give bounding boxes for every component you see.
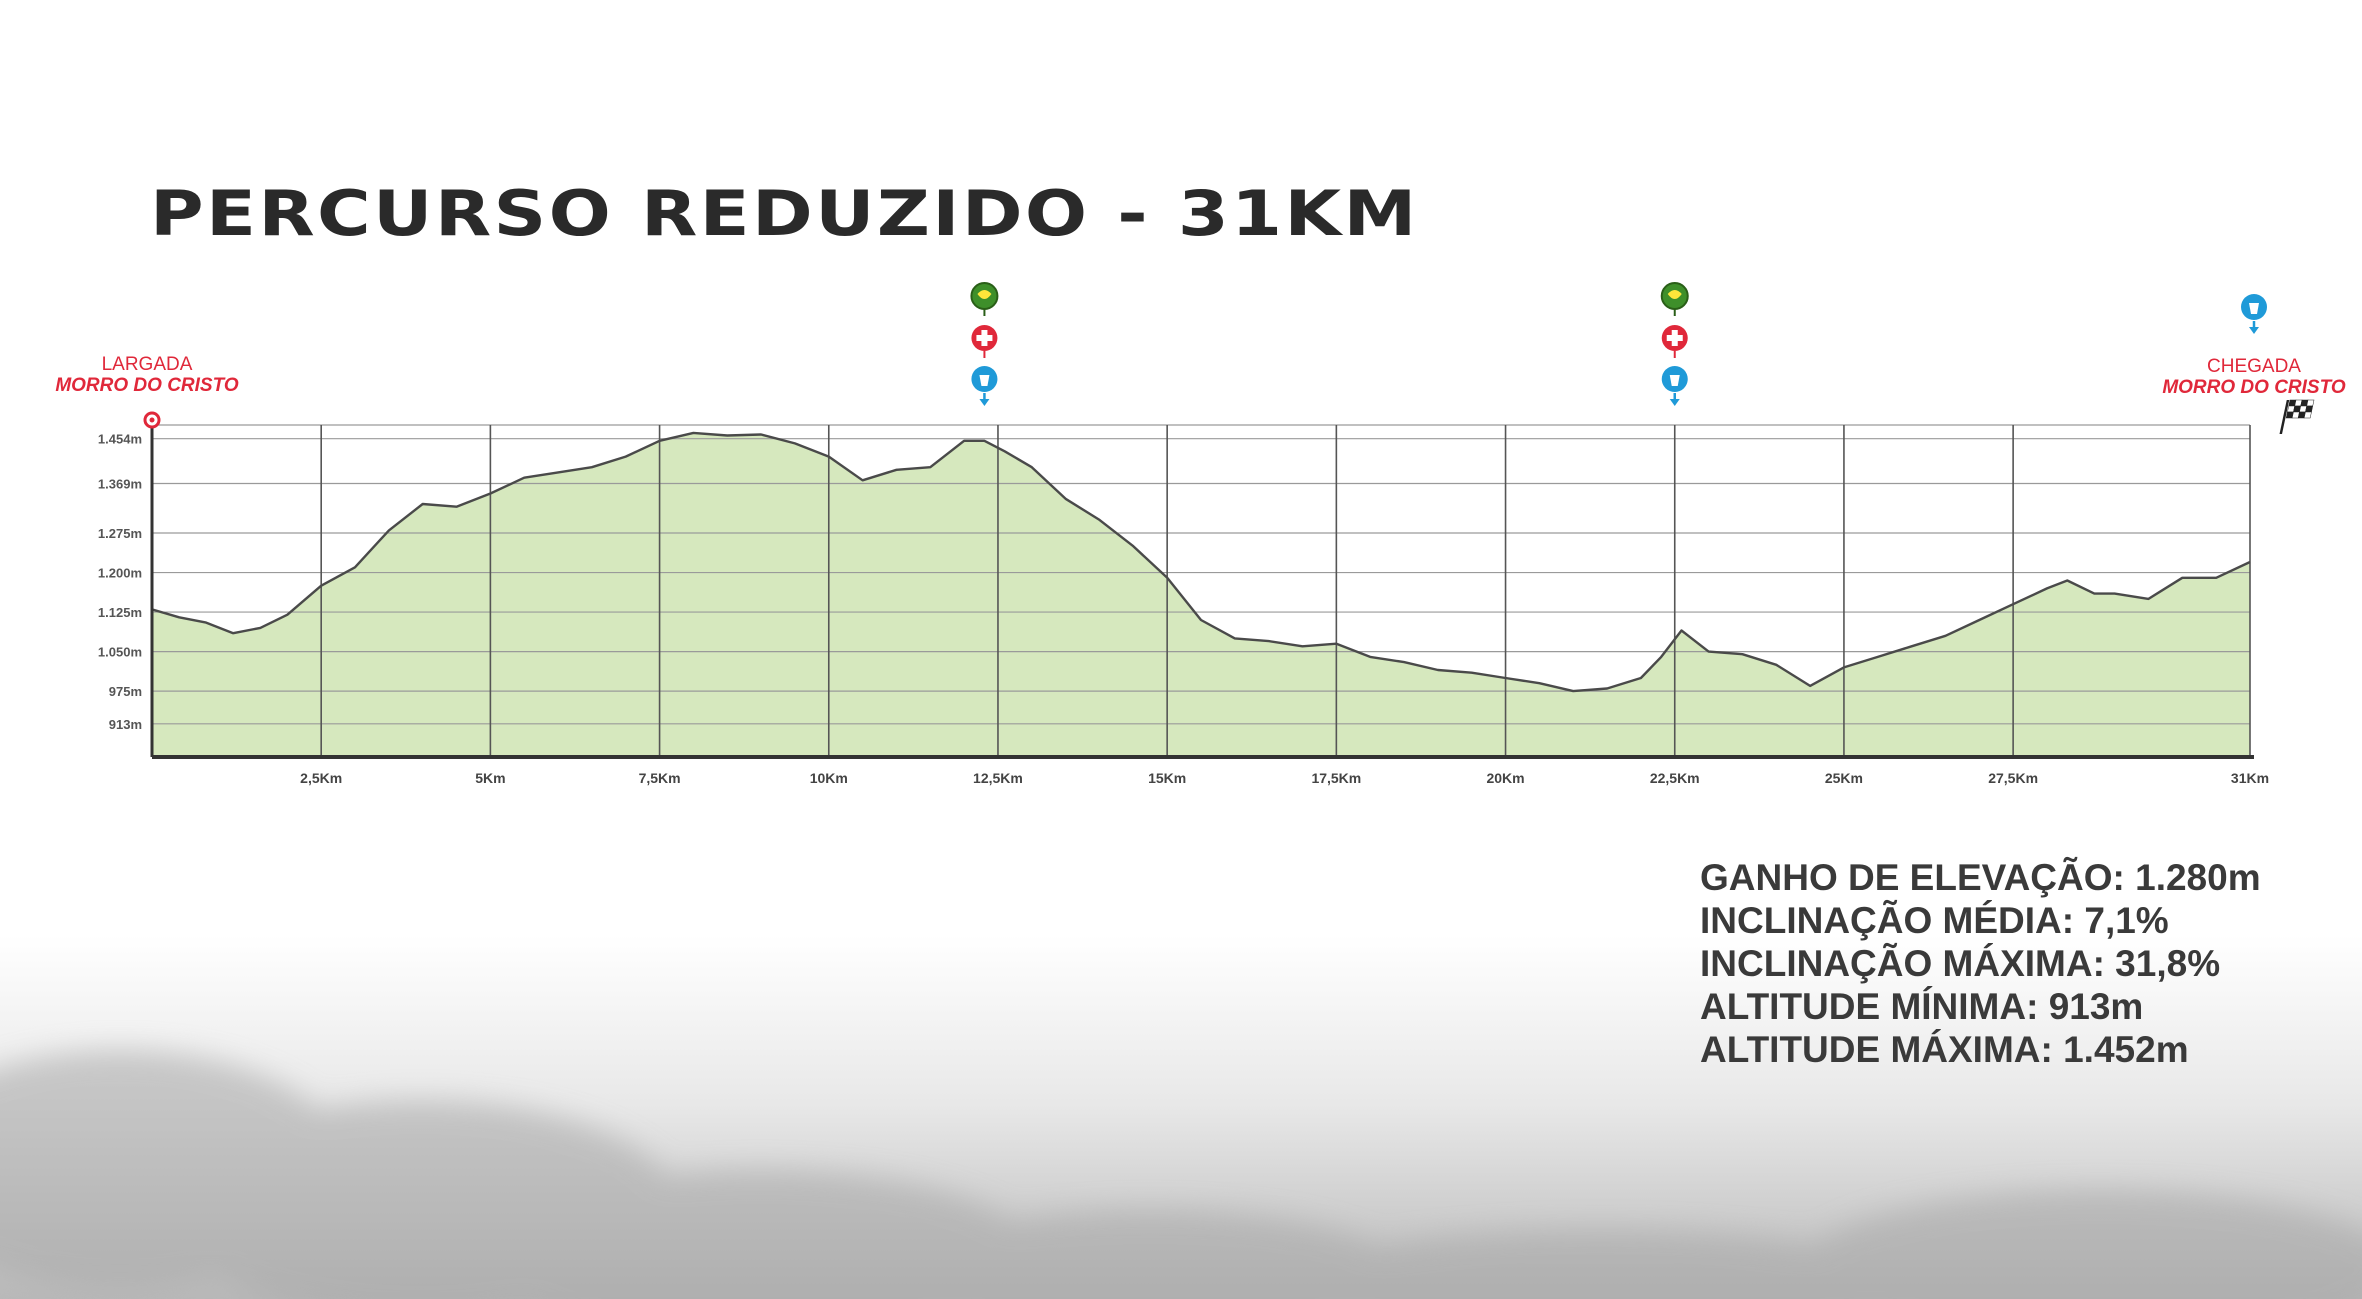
stats-panel: GANHO DE ELEVAÇÃO: 1.280m INCLINAÇÃO MÉD…	[1700, 856, 2261, 1071]
finish-flag-pole	[2279, 400, 2290, 434]
food-icon-leaf	[977, 290, 992, 299]
y-tick-label: 1.125m	[98, 605, 142, 620]
x-tick-label: 7,5Km	[639, 770, 681, 786]
start-pin-dot	[149, 417, 155, 423]
y-tick-label: 975m	[109, 684, 142, 699]
y-tick-label: 1.050m	[98, 645, 142, 660]
elevation-area	[152, 432, 2250, 757]
food-icon-leaf	[1667, 290, 1682, 299]
x-tick-label: 17,5Km	[1311, 770, 1361, 786]
x-tick-label: 5Km	[475, 770, 505, 786]
water-icon-arrow	[979, 399, 990, 406]
x-tick-label: 2,5Km	[300, 770, 342, 786]
x-tick-label: 20Km	[1486, 770, 1524, 786]
y-tick-label: 913m	[109, 717, 142, 732]
finish-flag-square	[2305, 405, 2314, 413]
finish-label: CHEGADA	[2207, 356, 2301, 377]
first-aid-cross-h	[976, 335, 993, 341]
start-label: LARGADA	[102, 354, 193, 375]
x-tick-label: 15Km	[1148, 770, 1186, 786]
page-title: PERCURSO REDUZIDO - 31KM	[150, 177, 1419, 250]
water-icon-arrow	[2249, 327, 2259, 334]
finish-flag-icon	[2279, 399, 2315, 434]
water-icon-arrow	[1669, 399, 1680, 406]
first-aid-cross-h	[1666, 335, 1683, 341]
finish-flag-square	[2303, 411, 2312, 419]
x-tick-label: 25Km	[1825, 770, 1863, 786]
stat-min-altitude: ALTITUDE MÍNIMA: 913m	[1700, 986, 2144, 1027]
water-icon-cup	[1669, 375, 1680, 386]
water-icon-cup	[979, 375, 990, 386]
x-tick-label: 31Km	[2231, 770, 2269, 786]
y-tick-label: 1.369m	[98, 476, 142, 491]
y-tick-label: 1.454m	[98, 432, 142, 447]
stat-max-altitude: ALTITUDE MÁXIMA: 1.452m	[1700, 1029, 2189, 1070]
x-tick-label: 10Km	[810, 770, 848, 786]
stat-elevation-gain: GANHO DE ELEVAÇÃO: 1.280m	[1700, 857, 2261, 898]
stat-max-grade: INCLINAÇÃO MÁXIMA: 31,8%	[1700, 943, 2221, 984]
y-tick-label: 1.275m	[98, 526, 142, 541]
stat-average-grade: INCLINAÇÃO MÉDIA: 7,1%	[1700, 900, 2169, 941]
start-place: MORRO DO CRISTO	[55, 375, 239, 396]
finish-flag-square	[2306, 399, 2315, 407]
y-tick-label: 1.200m	[98, 566, 142, 581]
x-tick-label: 27,5Km	[1988, 770, 2038, 786]
x-tick-label: 12,5Km	[973, 770, 1023, 786]
finish-place: MORRO DO CRISTO	[2162, 377, 2346, 398]
water-icon-cup	[2249, 303, 2259, 314]
elevation-line	[151, 431, 2251, 693]
x-tick-label: 22,5Km	[1650, 770, 1700, 786]
